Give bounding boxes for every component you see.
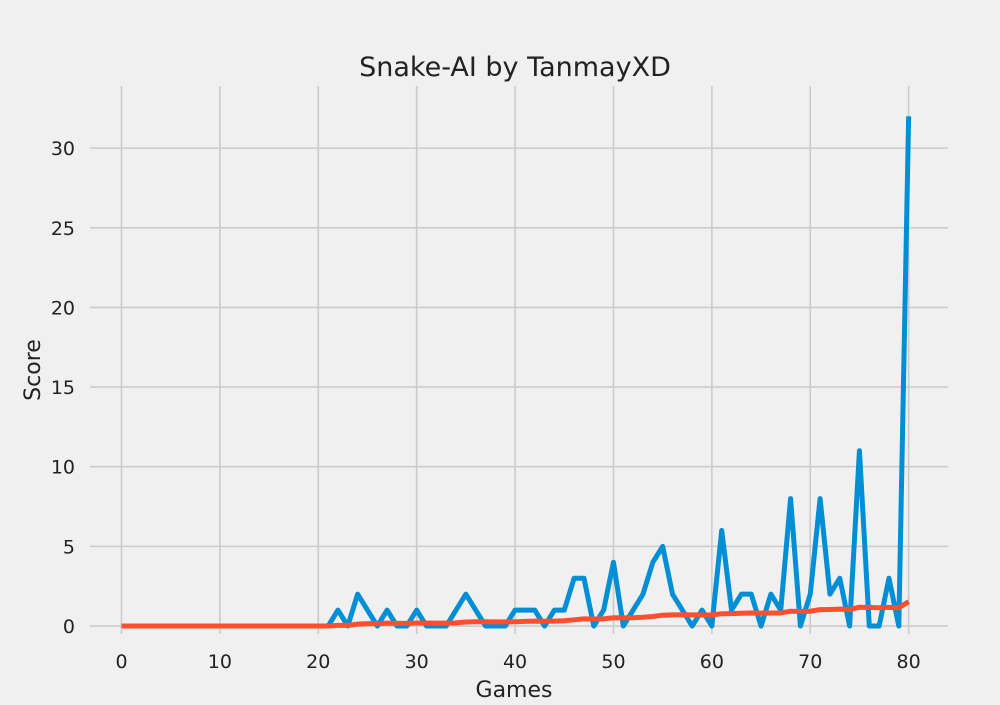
x-tick-label: 0 — [115, 651, 127, 673]
series-lines — [121, 116, 912, 629]
y-tick-label: 5 — [63, 536, 75, 558]
chart-title: Snake-AI by TanmayXD — [359, 52, 671, 83]
x-tick-label: 40 — [503, 651, 527, 673]
y-axis-title: Score — [21, 339, 46, 401]
x-tick-label: 60 — [700, 651, 724, 673]
y-tick-label: 15 — [51, 377, 75, 399]
y-tick-label: 25 — [51, 218, 75, 240]
y-tick-label: 10 — [51, 457, 75, 479]
grid — [90, 86, 948, 634]
y-tick-label: 30 — [51, 138, 75, 160]
x-tick-label: 30 — [405, 651, 429, 673]
x-tick-label: 50 — [601, 651, 625, 673]
y-tick-label: 0 — [63, 616, 75, 638]
mean-score-line — [121, 599, 910, 629]
tick-labels: 0 10 20 30 40 50 60 70 80 0 5 10 15 20 25 30 — [51, 138, 921, 673]
x-tick-label: 20 — [306, 651, 330, 673]
x-tick-label: 80 — [897, 651, 921, 673]
y-tick-label: 20 — [51, 297, 75, 319]
x-tick-label: 10 — [208, 651, 232, 673]
x-axis-title: Games — [476, 678, 553, 700]
x-tick-label: 70 — [798, 651, 822, 673]
